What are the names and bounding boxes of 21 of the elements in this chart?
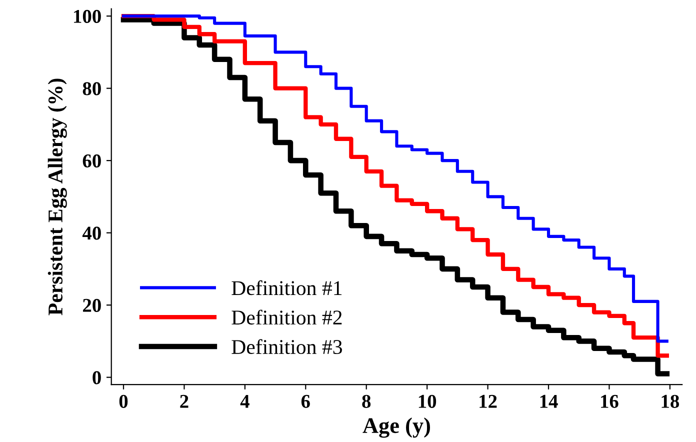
legend-label: Definition #2: [232, 310, 342, 325]
legend-label: Definition #3: [232, 339, 342, 354]
x-tick-label: 10: [418, 394, 436, 408]
x-tick-label: 16: [601, 394, 618, 408]
x-tick-label: 0: [119, 394, 128, 408]
x-tick-label: 8: [362, 394, 371, 408]
y-tick-label: 80: [82, 82, 101, 96]
y-tick-label: 20: [83, 298, 101, 312]
x-tick-label: 4: [240, 394, 250, 408]
y-tick-label: 100: [74, 10, 101, 24]
y-tick-label: 60: [82, 154, 101, 168]
y-tick-label: 40: [82, 226, 101, 240]
y-axis-title: Persistent Egg Allergy (%): [48, 78, 67, 316]
x-tick-label: 6: [301, 394, 310, 408]
x-tick-label: 12: [480, 394, 497, 408]
y-tick-label: 0: [92, 371, 101, 384]
x-tick-label: 14: [540, 394, 558, 408]
x-tick-label: 2: [180, 394, 188, 408]
legend-label: Definition #1: [232, 280, 342, 296]
x-tick-label: 18: [662, 394, 680, 408]
x-axis-title: Age (y): [362, 417, 430, 438]
